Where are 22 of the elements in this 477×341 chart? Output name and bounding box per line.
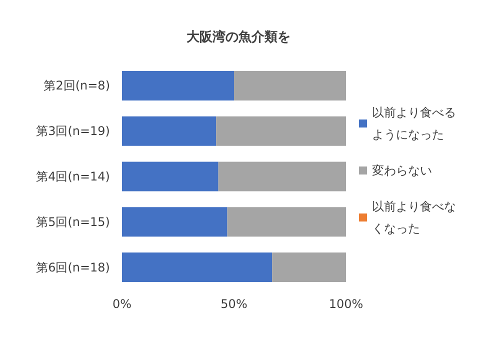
bar — [122, 162, 218, 192]
bar — [227, 207, 346, 237]
legend-label: 以前より食べるようになった — [372, 106, 456, 142]
legend-label: 変わらない — [372, 164, 432, 178]
bar — [122, 70, 234, 100]
bar — [122, 116, 216, 146]
bar — [218, 162, 346, 192]
x-tick-label: 100% — [328, 297, 364, 311]
y-tick-label: 第6回(n=18) — [36, 260, 110, 274]
legend-label: 以前より食べなくなった — [372, 200, 456, 236]
bar — [272, 252, 346, 282]
bar — [234, 70, 346, 100]
y-tick-label: 第5回(n=15) — [36, 214, 110, 229]
bar — [122, 252, 272, 282]
y-tick-label: 第2回(n=8) — [44, 78, 110, 93]
chart-title: 大阪湾の魚介類を — [186, 29, 290, 45]
y-tick-label: 第4回(n=14) — [36, 170, 110, 184]
x-tick-label: 50% — [220, 297, 248, 311]
bar — [122, 207, 228, 237]
x-tick-label: 0% — [112, 297, 132, 311]
bar — [216, 116, 346, 146]
y-tick-label: 第3回(n=19) — [36, 124, 110, 138]
